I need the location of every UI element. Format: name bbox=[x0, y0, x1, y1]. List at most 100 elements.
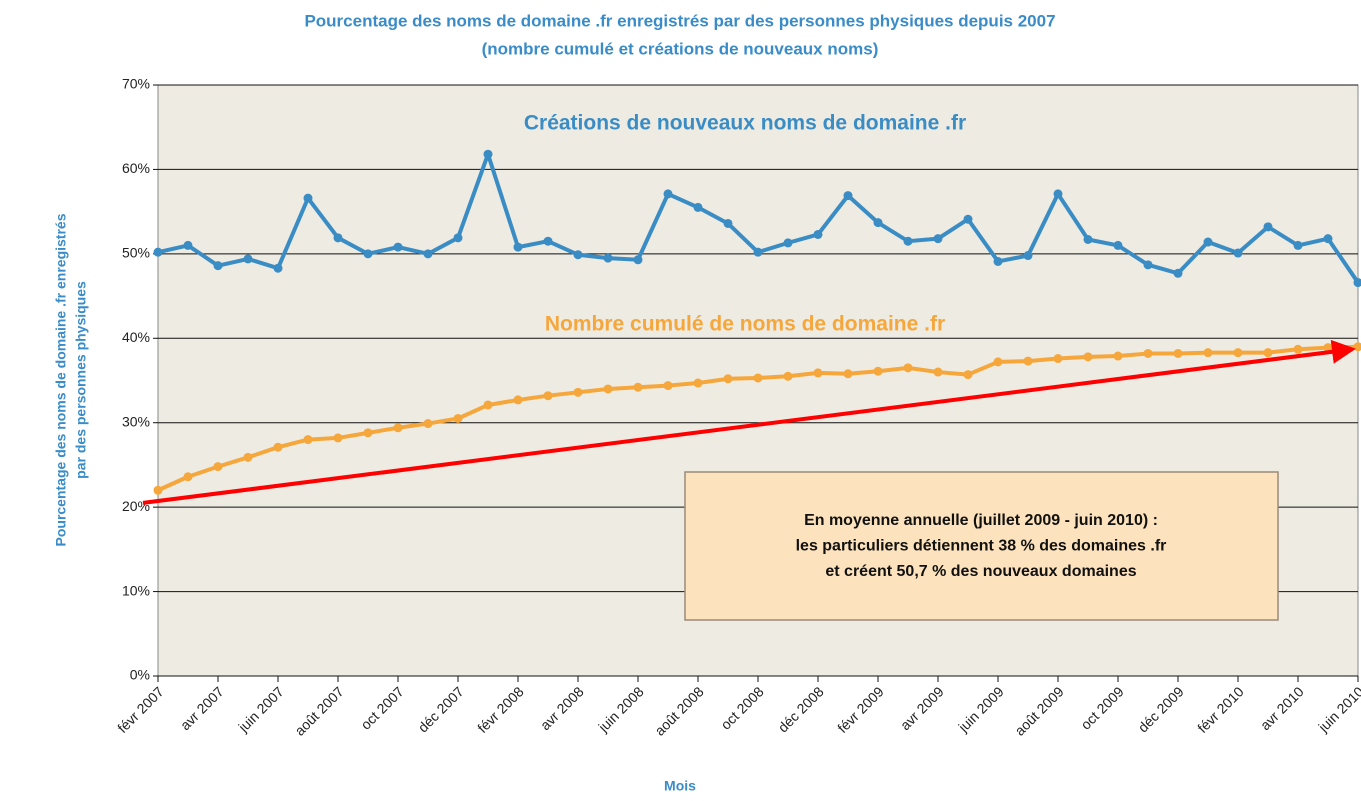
data-point bbox=[1053, 354, 1063, 364]
data-point bbox=[1143, 348, 1153, 358]
data-point bbox=[963, 214, 973, 224]
data-point bbox=[423, 249, 433, 259]
y-axis-title: par des personnes physiques bbox=[73, 281, 89, 479]
x-tick-label: févr 2010 bbox=[1194, 683, 1247, 736]
data-point bbox=[1203, 348, 1213, 358]
data-point bbox=[1023, 356, 1033, 366]
data-point bbox=[903, 236, 913, 246]
data-point bbox=[903, 363, 913, 373]
data-point bbox=[423, 419, 433, 429]
data-point bbox=[1083, 235, 1093, 245]
y-tick-label: 10% bbox=[122, 582, 150, 598]
y-tick-label: 70% bbox=[122, 76, 150, 92]
data-point bbox=[1353, 278, 1361, 288]
data-point bbox=[273, 263, 283, 273]
trend-arrow bbox=[142, 339, 1356, 505]
data-point bbox=[1293, 344, 1303, 354]
data-point bbox=[183, 472, 193, 482]
data-point bbox=[153, 485, 163, 495]
data-point bbox=[483, 149, 493, 159]
data-point bbox=[1143, 260, 1153, 270]
data-point bbox=[603, 384, 613, 394]
y-tick-label: 30% bbox=[122, 413, 150, 429]
data-point bbox=[543, 236, 553, 246]
x-axis-title: Mois bbox=[664, 778, 696, 794]
y-tick-label: 50% bbox=[122, 245, 150, 261]
data-point bbox=[813, 368, 823, 378]
data-point bbox=[783, 371, 793, 381]
data-point bbox=[573, 387, 583, 397]
data-point bbox=[933, 367, 943, 377]
data-point bbox=[393, 242, 403, 252]
x-tick-label: déc 2008 bbox=[775, 683, 827, 735]
data-point bbox=[933, 234, 943, 244]
y-tick-label: 0% bbox=[130, 667, 150, 683]
chart-title: Pourcentage des noms de domaine .fr enre… bbox=[304, 11, 1055, 30]
data-point bbox=[513, 395, 523, 405]
data-point bbox=[1113, 240, 1123, 250]
series-label: Nombre cumulé de noms de domaine .fr bbox=[545, 313, 945, 336]
data-point bbox=[303, 435, 313, 445]
data-point bbox=[333, 233, 343, 243]
x-tick-label: oct 2008 bbox=[717, 683, 766, 732]
data-point bbox=[1233, 348, 1243, 358]
data-point bbox=[663, 189, 673, 199]
data-point bbox=[1263, 348, 1273, 358]
data-point bbox=[1293, 240, 1303, 250]
x-tick-label: avr 2008 bbox=[537, 683, 587, 733]
data-point bbox=[213, 261, 223, 271]
data-point bbox=[1233, 248, 1243, 258]
data-point bbox=[1323, 234, 1333, 244]
x-tick-label: déc 2007 bbox=[415, 683, 467, 735]
data-point bbox=[573, 250, 583, 260]
annotation-text: et créent 50,7 % des nouveaux domaines bbox=[825, 563, 1136, 580]
x-tick-label: févr 2009 bbox=[834, 683, 887, 736]
series-label: Créations de nouveaux noms de domaine .f… bbox=[524, 112, 966, 135]
x-tick-label: avr 2007 bbox=[177, 683, 227, 733]
data-point bbox=[723, 374, 733, 384]
chart-subtitle: (nombre cumulé et créations de nouveaux … bbox=[482, 39, 879, 58]
y-tick-label: 20% bbox=[122, 498, 150, 514]
data-point bbox=[513, 242, 523, 252]
data-point bbox=[243, 452, 253, 462]
annotation-text: En moyenne annuelle (juillet 2009 - juin… bbox=[804, 512, 1158, 529]
data-point bbox=[303, 193, 313, 203]
data-point bbox=[453, 233, 463, 243]
data-point bbox=[1323, 343, 1333, 353]
data-point bbox=[963, 370, 973, 380]
data-point bbox=[1263, 222, 1273, 232]
data-point bbox=[693, 202, 703, 212]
x-tick-label: avr 2009 bbox=[897, 683, 947, 733]
data-point bbox=[993, 357, 1003, 367]
data-point bbox=[843, 369, 853, 379]
data-point bbox=[663, 381, 673, 391]
data-point bbox=[393, 423, 403, 433]
data-point bbox=[603, 253, 613, 263]
x-tick-label: juin 2009 bbox=[955, 683, 1007, 735]
data-point bbox=[363, 249, 373, 259]
data-point bbox=[1053, 189, 1063, 199]
data-point bbox=[993, 256, 1003, 266]
data-point bbox=[363, 428, 373, 438]
data-point bbox=[843, 191, 853, 201]
data-point bbox=[153, 247, 163, 257]
x-tick-label: oct 2007 bbox=[357, 683, 406, 732]
x-tick-label: juin 2010 bbox=[1315, 683, 1361, 735]
x-tick-label: avr 2010 bbox=[1257, 683, 1307, 733]
x-tick-label: août 2008 bbox=[651, 683, 707, 739]
data-point bbox=[1083, 352, 1093, 362]
data-point bbox=[1173, 348, 1183, 358]
data-point bbox=[633, 255, 643, 265]
data-point bbox=[693, 378, 703, 388]
y-tick-label: 60% bbox=[122, 160, 150, 176]
data-point bbox=[753, 373, 763, 383]
data-point bbox=[1203, 237, 1213, 247]
data-point bbox=[813, 229, 823, 239]
data-point bbox=[753, 247, 763, 257]
data-point bbox=[1113, 351, 1123, 361]
x-tick-label: févr 2008 bbox=[474, 683, 527, 736]
x-tick-label: juin 2007 bbox=[235, 683, 287, 735]
x-tick-label: oct 2009 bbox=[1077, 683, 1126, 732]
data-point bbox=[543, 391, 553, 401]
